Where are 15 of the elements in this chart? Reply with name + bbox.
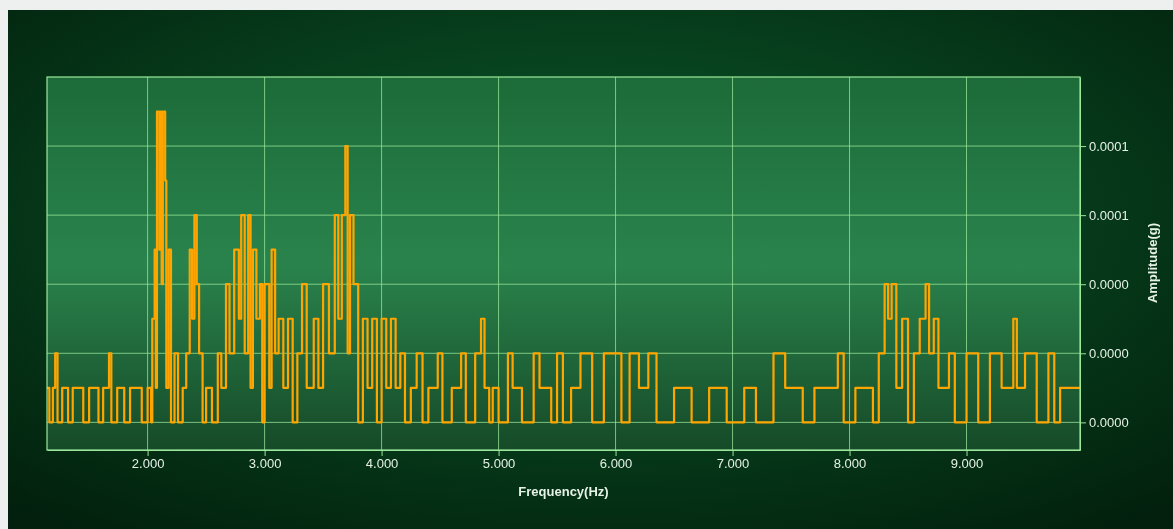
y-tick-label: 0.0001 bbox=[1089, 138, 1129, 154]
x-tick-label: 6.000 bbox=[599, 456, 633, 472]
x-tick-label: 2.000 bbox=[131, 456, 165, 472]
y-axis-title: Amplitude(g) bbox=[1145, 222, 1160, 304]
x-tick-label: 3.000 bbox=[248, 456, 282, 472]
x-tick-label: 5.000 bbox=[482, 456, 516, 472]
x-tick-label: 4.000 bbox=[365, 456, 399, 472]
y-tick-label: 0.0000 bbox=[1089, 415, 1129, 431]
x-tick-label: 8.000 bbox=[833, 456, 867, 472]
y-tick-label: 0.0000 bbox=[1089, 345, 1129, 361]
x-axis-title: Frequency(Hz) bbox=[518, 484, 609, 499]
y-tick-label: 0.0001 bbox=[1089, 207, 1129, 223]
x-tick-label: 7.000 bbox=[716, 456, 750, 472]
x-tick-label: 9.000 bbox=[950, 456, 984, 472]
y-tick-label: 0.0000 bbox=[1089, 276, 1129, 292]
